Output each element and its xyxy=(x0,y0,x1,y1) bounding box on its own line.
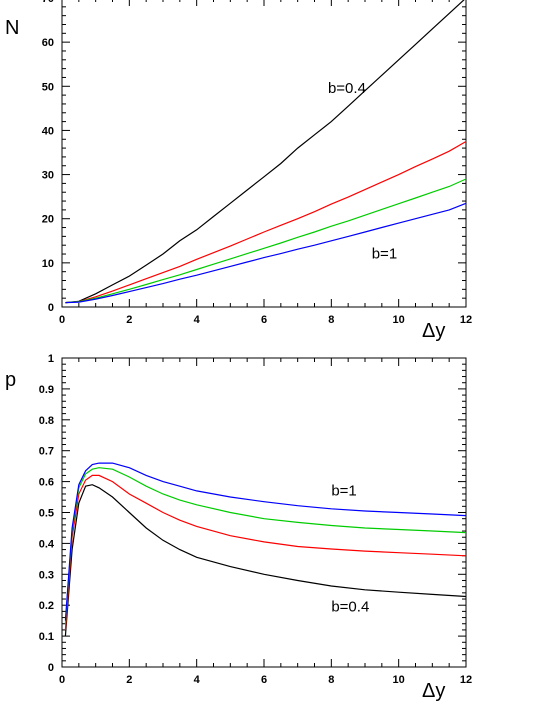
x-axis-label: Δy xyxy=(422,320,445,342)
x-tick-label: 6 xyxy=(261,674,267,686)
annotation-label: b=1 xyxy=(331,483,356,500)
annotation-label: b=1 xyxy=(372,245,397,262)
x-tick-label: 0 xyxy=(59,674,65,686)
annotation-label: b=0.4 xyxy=(328,80,366,97)
series-line-3 xyxy=(65,178,467,304)
x-tick-label: 8 xyxy=(328,314,334,326)
y-tick-label: 30 xyxy=(42,170,54,182)
y-axis-label: N xyxy=(5,17,19,39)
series-line-4 xyxy=(64,462,467,621)
y-tick-label: 0.9 xyxy=(39,384,54,396)
x-tick-label: 10 xyxy=(393,674,405,686)
annotation-label: b=0.4 xyxy=(331,598,369,615)
series-line-2 xyxy=(65,140,467,304)
y-tick-label: 0.7 xyxy=(39,446,54,458)
x-tick-label: 0 xyxy=(59,314,65,326)
y-tick-label: 0.8 xyxy=(39,415,54,427)
y-tick-label: 60 xyxy=(42,37,54,49)
x-tick-label: 4 xyxy=(194,674,201,686)
y-tick-label: 10 xyxy=(42,258,54,270)
x-tick-label: 2 xyxy=(126,674,132,686)
y-tick-label: 0 xyxy=(48,662,54,674)
plot-frame xyxy=(61,0,467,308)
y-tick-label: 0.6 xyxy=(39,477,54,489)
x-axis-label: Δy xyxy=(422,680,445,702)
y-tick-label: 70 xyxy=(42,0,54,5)
x-tick-label: 6 xyxy=(261,314,267,326)
y-tick-label: 20 xyxy=(42,214,54,226)
y-tick-label: 0 xyxy=(48,302,54,314)
x-tick-label: 4 xyxy=(194,314,201,326)
y-axis-label: p xyxy=(5,369,16,391)
y-tick-label: 0.3 xyxy=(39,569,54,581)
x-tick-label: 12 xyxy=(460,314,472,326)
series-line-1 xyxy=(65,0,465,304)
series-line-4 xyxy=(65,202,467,304)
x-tick-label: 12 xyxy=(460,674,472,686)
x-tick-label: 10 xyxy=(393,314,405,326)
chart-panel-1: 0 2 4 6 8 10 12 0 10 20 30 40 50 60 70 N Δy b=0.4 b=1 xyxy=(5,0,472,342)
series-line-2 xyxy=(64,474,467,630)
y-tick-label: 0.2 xyxy=(39,600,54,612)
y-tick-label: 0.1 xyxy=(39,631,54,643)
y-tick-label: 50 xyxy=(42,81,54,93)
x-tick-label: 2 xyxy=(126,314,132,326)
series-line-1 xyxy=(64,484,467,637)
series-line-3 xyxy=(64,467,467,624)
y-tick-label: 0.4 xyxy=(39,538,55,550)
x-tick-label: 8 xyxy=(328,674,334,686)
y-tick-label: 0.5 xyxy=(39,508,54,520)
y-tick-label: 40 xyxy=(42,125,54,137)
chart-panel-2: 0 2 4 6 8 10 12 0 0.1 0.2 0.3 0.4 0.5 0.6 0.7 0.8 0.9 1 p Δ… xyxy=(5,353,472,702)
y-tick-label: 1 xyxy=(48,353,54,365)
